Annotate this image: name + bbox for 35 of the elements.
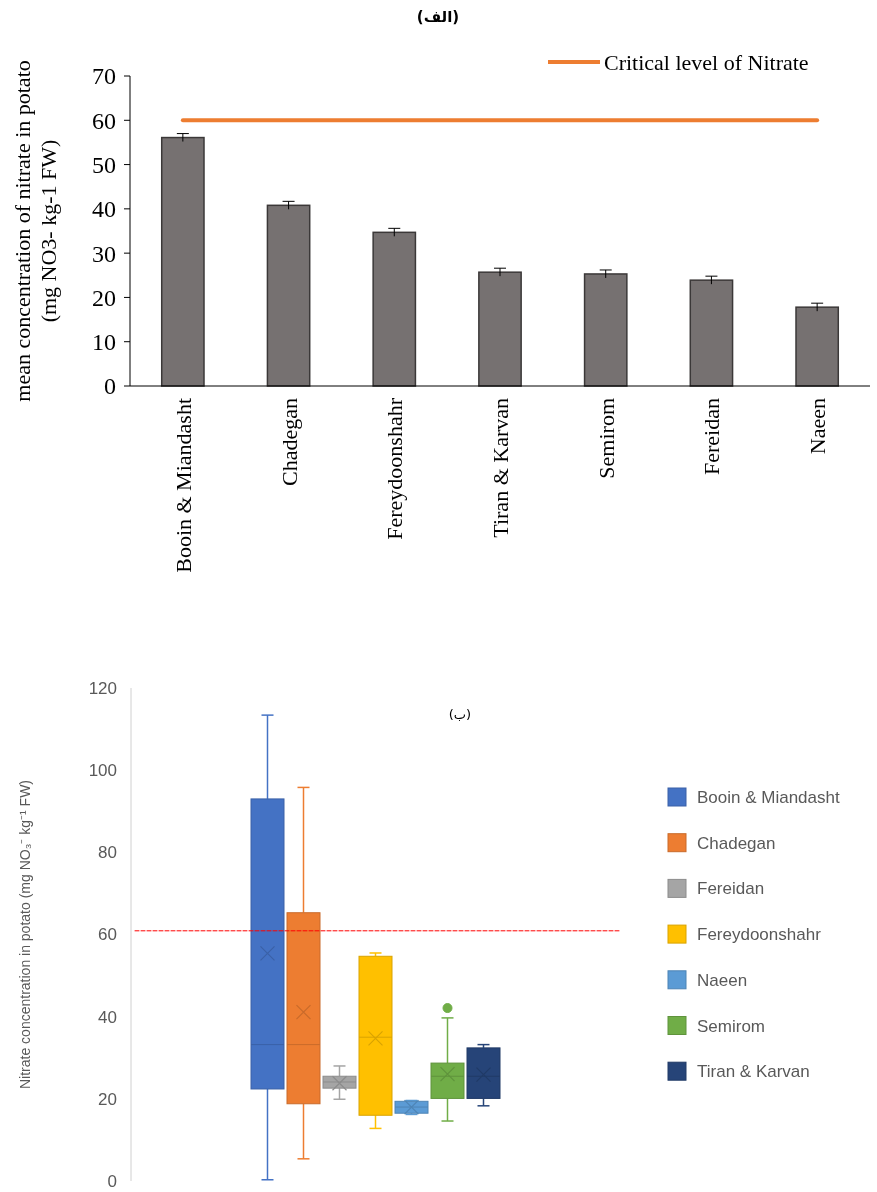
x-tick-label: Chadegan — [276, 398, 302, 486]
y-tick-label: 40 — [98, 1007, 117, 1027]
y-tick-label: 120 — [88, 678, 117, 698]
y-tick-label: 80 — [98, 843, 117, 863]
legend-label: Booin & Miandasht — [697, 788, 840, 807]
y-tick-label: 60 — [92, 107, 116, 134]
y-tick-label: 20 — [98, 1089, 117, 1109]
y-tick-label: 70 — [92, 63, 116, 90]
y-axis-title: Nitrate concentration in potato (mg NO₃⁻ kg⁻¹ FW) — [17, 779, 33, 1090]
legend-label: Fereidan — [697, 879, 765, 899]
legend-label: Critical level of Nitrate — [604, 50, 809, 75]
x-tick-label: Booin & Miandasht — [170, 398, 196, 573]
x-tick-label: Tiran & Karvan — [488, 398, 513, 538]
y-tick-label: 30 — [92, 240, 116, 267]
y-tick-label: 10 — [92, 329, 116, 356]
legend-label: Naeen — [697, 970, 748, 990]
y-tick-label: 100 — [88, 761, 117, 781]
x-tick-label: Semirom — [593, 398, 619, 479]
x-tick-label: Fereidan — [699, 398, 725, 475]
y-tick-label: 50 — [92, 151, 116, 178]
y-axis-title: mean concentration of nitrate in potato (mg NO3- kg-1 FW) — [10, 60, 62, 402]
y-tick-label: 40 — [92, 196, 116, 223]
legend-label: Fereydoonshahr — [697, 925, 822, 945]
chart-title: (الف) — [416, 8, 460, 26]
y-tick-label: 60 — [98, 925, 117, 945]
x-tick-label: Fereydoonshahr — [382, 397, 408, 540]
text: (ب) — [448, 707, 472, 722]
y-tick-label: 0 — [104, 373, 116, 400]
x-tick-label: Naeen — [805, 398, 831, 455]
legend-label: Semirom — [697, 1016, 766, 1036]
legend-label: Tiran & Karvan — [697, 1062, 810, 1082]
y-tick-label: 0 — [107, 1171, 117, 1191]
legend-label: Chadegan — [697, 833, 776, 853]
legend: Critical level of Nitrate — [548, 50, 809, 75]
y-tick-label: 20 — [92, 284, 116, 311]
